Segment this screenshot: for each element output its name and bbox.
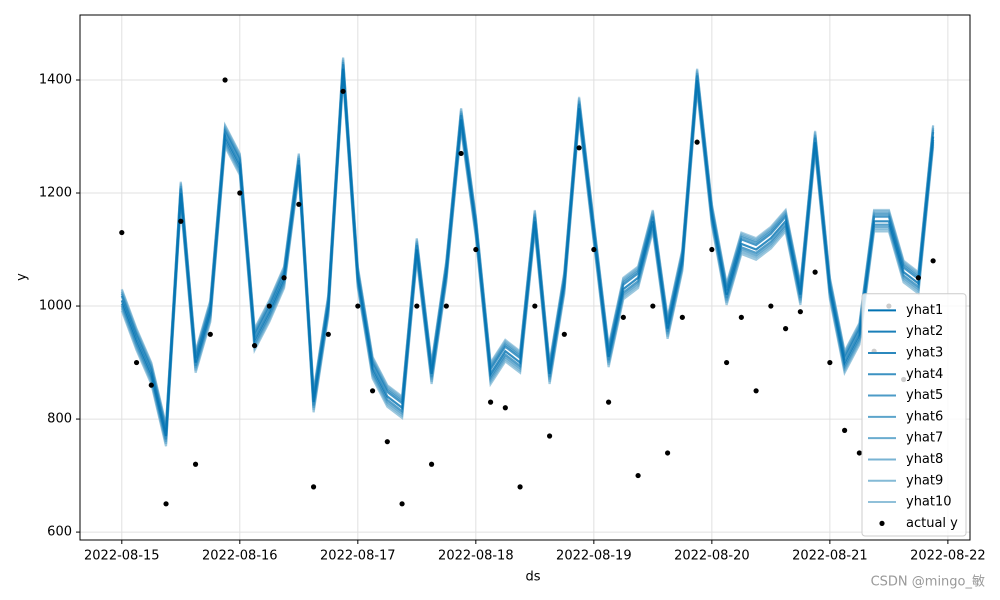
data-point	[664, 450, 671, 456]
legend-label: yhat1	[906, 303, 943, 318]
data-point	[827, 359, 833, 366]
data-point	[473, 246, 479, 253]
data-point	[915, 275, 921, 281]
data-point	[251, 342, 258, 349]
forecast-line	[120, 72, 935, 440]
data-point	[266, 303, 272, 309]
legend-label: yhat10	[906, 495, 952, 510]
x-tick-label: 2022-08-16	[202, 549, 278, 564]
data-point	[842, 427, 848, 433]
data-point	[620, 314, 626, 320]
legend-label: yhat3	[906, 345, 943, 360]
legend-label: yhat5	[906, 388, 943, 403]
data-point	[163, 501, 169, 507]
data-point	[650, 303, 656, 309]
data-point	[325, 331, 331, 337]
legend-label: yhat8	[906, 452, 943, 467]
data-point	[207, 331, 213, 337]
x-tick-label: 2022-08-17	[320, 549, 396, 564]
data-point	[399, 501, 405, 507]
y-tick-label: 1000	[39, 299, 72, 314]
data-point	[546, 433, 553, 439]
legend-box	[861, 293, 967, 537]
data-point	[738, 314, 744, 320]
data-point	[930, 258, 936, 264]
data-point	[768, 303, 774, 309]
data-point	[753, 388, 759, 394]
forecast-line	[120, 64, 935, 432]
y-tick-label: 1200	[39, 186, 72, 201]
data-point	[148, 382, 154, 388]
legend-label: actual y	[906, 516, 958, 531]
data-point	[384, 439, 390, 445]
data-point	[487, 399, 494, 405]
data-point	[369, 388, 376, 394]
forecast-line	[120, 68, 935, 437]
watermark: CSDN @mingo_敏	[871, 575, 985, 590]
data-point	[591, 246, 597, 253]
data-point	[694, 139, 700, 145]
forecast-line	[120, 76, 935, 445]
data-point	[561, 331, 567, 337]
data-point	[517, 484, 523, 490]
x-tick-label: 2022-08-19	[556, 549, 632, 564]
data-point	[281, 275, 287, 281]
data-point	[443, 303, 449, 309]
data-point	[605, 399, 612, 405]
data-point	[296, 201, 302, 207]
data-point	[532, 303, 538, 309]
data-point	[679, 314, 685, 320]
x-tick-label: 2022-08-21	[792, 549, 868, 564]
forecast-line	[120, 61, 935, 430]
plot-frame	[79, 14, 971, 541]
legend-marker	[879, 520, 885, 526]
data-point	[576, 145, 582, 151]
data-point	[310, 484, 317, 490]
data-point	[119, 229, 125, 236]
data-point	[856, 450, 862, 456]
data-point	[222, 77, 228, 83]
data-point	[783, 326, 789, 332]
data-point	[458, 150, 464, 157]
y-tick-label: 600	[47, 525, 72, 540]
data-point	[635, 472, 641, 479]
x-tick-label: 2022-08-15	[84, 549, 160, 564]
data-point	[414, 303, 420, 309]
y-axis-label: y	[15, 273, 30, 281]
data-point	[797, 309, 803, 315]
data-point	[355, 303, 361, 309]
x-axis-label: ds	[525, 570, 540, 585]
y-tick-label: 800	[47, 412, 72, 427]
forecast-line	[120, 58, 935, 427]
legend-label: yhat7	[906, 431, 943, 446]
x-tick-label: 2022-08-22	[910, 549, 986, 564]
legend-label: yhat2	[906, 324, 943, 339]
data-point	[340, 88, 346, 94]
forecast-line	[120, 78, 935, 447]
data-point	[812, 269, 818, 275]
x-tick-label: 2022-08-20	[674, 549, 750, 564]
data-point	[133, 359, 140, 366]
data-point	[237, 190, 243, 196]
data-point	[192, 461, 199, 467]
legend-label: yhat9	[906, 473, 943, 488]
forecast-line	[120, 57, 935, 425]
data-point	[724, 359, 730, 366]
data-point	[502, 405, 508, 411]
forecast-line	[120, 60, 935, 428]
data-point	[709, 246, 715, 253]
legend: yhat1 yhat2 yhat3 yhat4 yhat5 yhat6 yhat7 yhat8…	[861, 293, 967, 537]
forecast-line	[120, 74, 935, 442]
legend-label: yhat6	[906, 409, 943, 424]
data-point	[178, 218, 184, 224]
legend-label: yhat4	[906, 367, 943, 382]
x-tick-label: 2022-08-18	[438, 549, 514, 564]
data-point	[428, 461, 435, 467]
y-tick-label: 1400	[39, 72, 72, 87]
